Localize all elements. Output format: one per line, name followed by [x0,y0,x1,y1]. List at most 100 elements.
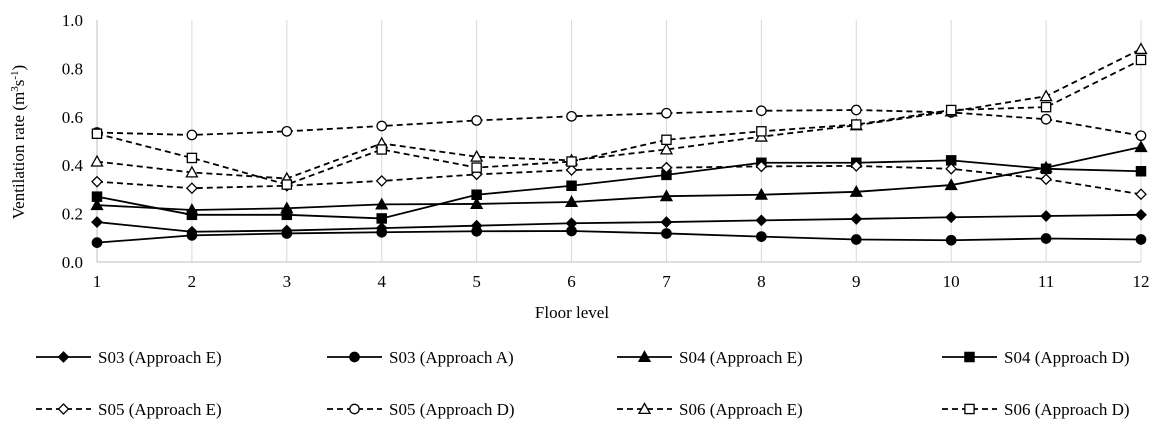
x-tick-label: 2 [188,272,197,291]
y-axis-label-main: Ventilation rate (m [9,92,28,219]
data-point [1135,234,1147,245]
data-point [661,107,672,119]
data-point [756,126,767,137]
data-point [944,178,958,191]
legend-label: S03 (Approach A) [389,348,514,367]
data-point [756,231,767,242]
data-point [375,175,388,187]
data-point [1135,208,1147,221]
x-axis-label: Floor level [535,303,609,322]
data-point [660,161,673,174]
series-7 [90,42,1148,184]
x-tick-label: 12 [1133,272,1150,291]
data-point [1134,140,1148,153]
data-point [1135,130,1147,142]
data-point [565,164,578,176]
data-point [1039,89,1053,102]
data-point [1040,163,1052,175]
x-tick-label: 5 [472,272,481,291]
series-line [96,48,1142,180]
legend-marker [349,403,360,415]
x-tick-label: 1 [93,272,102,291]
axes [96,20,1141,263]
data-point [185,182,198,195]
series-line [96,109,1142,137]
legend-label: S03 (Approach E) [98,348,222,367]
data-point [471,225,482,237]
data-point [566,225,577,237]
data-point [186,129,198,141]
y-axis-label: Ventilation rate (m3s-1) [9,65,28,219]
data-point [851,119,862,130]
data-point [90,198,104,211]
data-point [281,209,293,221]
data-point [850,213,863,225]
x-tick-labels: 1 2 3 4 5 6 7 8 9 10 11 12 [93,272,1150,291]
series-2 [91,225,1147,248]
legend-item-8: S06 (Approach D) [942,400,1130,419]
data-point [945,211,958,224]
series-line [96,59,1142,186]
legend-marker [637,350,652,363]
data-point [850,160,863,172]
legend-marker [637,402,652,415]
data-point [91,191,103,202]
data-point [661,134,672,146]
data-point [1040,101,1052,113]
series-line [96,146,1142,211]
data-point [376,144,387,155]
legend-label: S06 (Approach D) [1004,400,1130,419]
data-point [1135,54,1147,66]
y-axis-label-mid: s [9,80,28,87]
data-point [376,120,388,132]
legend-label: S05 (Approach D) [389,400,515,419]
series-3 [90,140,1148,216]
y-axis-label-sup2: -1 [9,70,21,79]
y-axis-label-end: ) [9,65,28,71]
legend-marker [57,351,70,363]
data-point [566,180,577,192]
data-point [756,105,767,117]
legend-label: S04 (Approach D) [1004,348,1130,367]
legend-label: S04 (Approach E) [679,348,803,367]
data-point [1040,173,1053,186]
y-axis-label-sup1: 3 [9,86,21,92]
legend-item-7: S06 (Approach E) [617,400,803,419]
data-point [661,228,672,239]
data-point [281,179,293,190]
data-point [659,142,674,155]
data-point [755,214,768,227]
data-point [91,128,103,139]
x-tick-label: 4 [377,272,386,291]
x-tick-label: 6 [567,272,576,291]
data-point [375,197,389,210]
legend-label: S06 (Approach E) [679,400,803,419]
data-point [186,230,198,241]
data-point [185,165,199,178]
y-tick-label: 0.8 [62,59,83,78]
data-point [471,189,482,200]
data-point [659,189,674,202]
legend-item-3: S04 (Approach E) [617,348,803,367]
data-point [566,156,577,167]
data-point [1040,233,1052,244]
x-tick-label: 3 [283,272,292,291]
series-line [96,159,1142,220]
data-point [470,149,484,162]
data-point [564,195,579,208]
series-line [96,213,1142,233]
x-tick-label: 7 [662,272,671,291]
data-point [850,104,862,116]
y-tick-label: 0.6 [62,108,83,127]
data-point [471,162,482,173]
data-point [1134,42,1148,55]
data-point [754,187,768,200]
data-point [281,228,293,239]
legend-item-1: S03 (Approach E) [36,348,222,367]
data-point [376,213,387,224]
legend: S03 (Approach E) S03 (Approach A) S04 (App… [36,348,1130,419]
data-point [91,175,103,188]
x-tick-label: 9 [852,272,861,291]
y-tick-label: 0.4 [62,156,84,175]
data-point [945,104,957,116]
